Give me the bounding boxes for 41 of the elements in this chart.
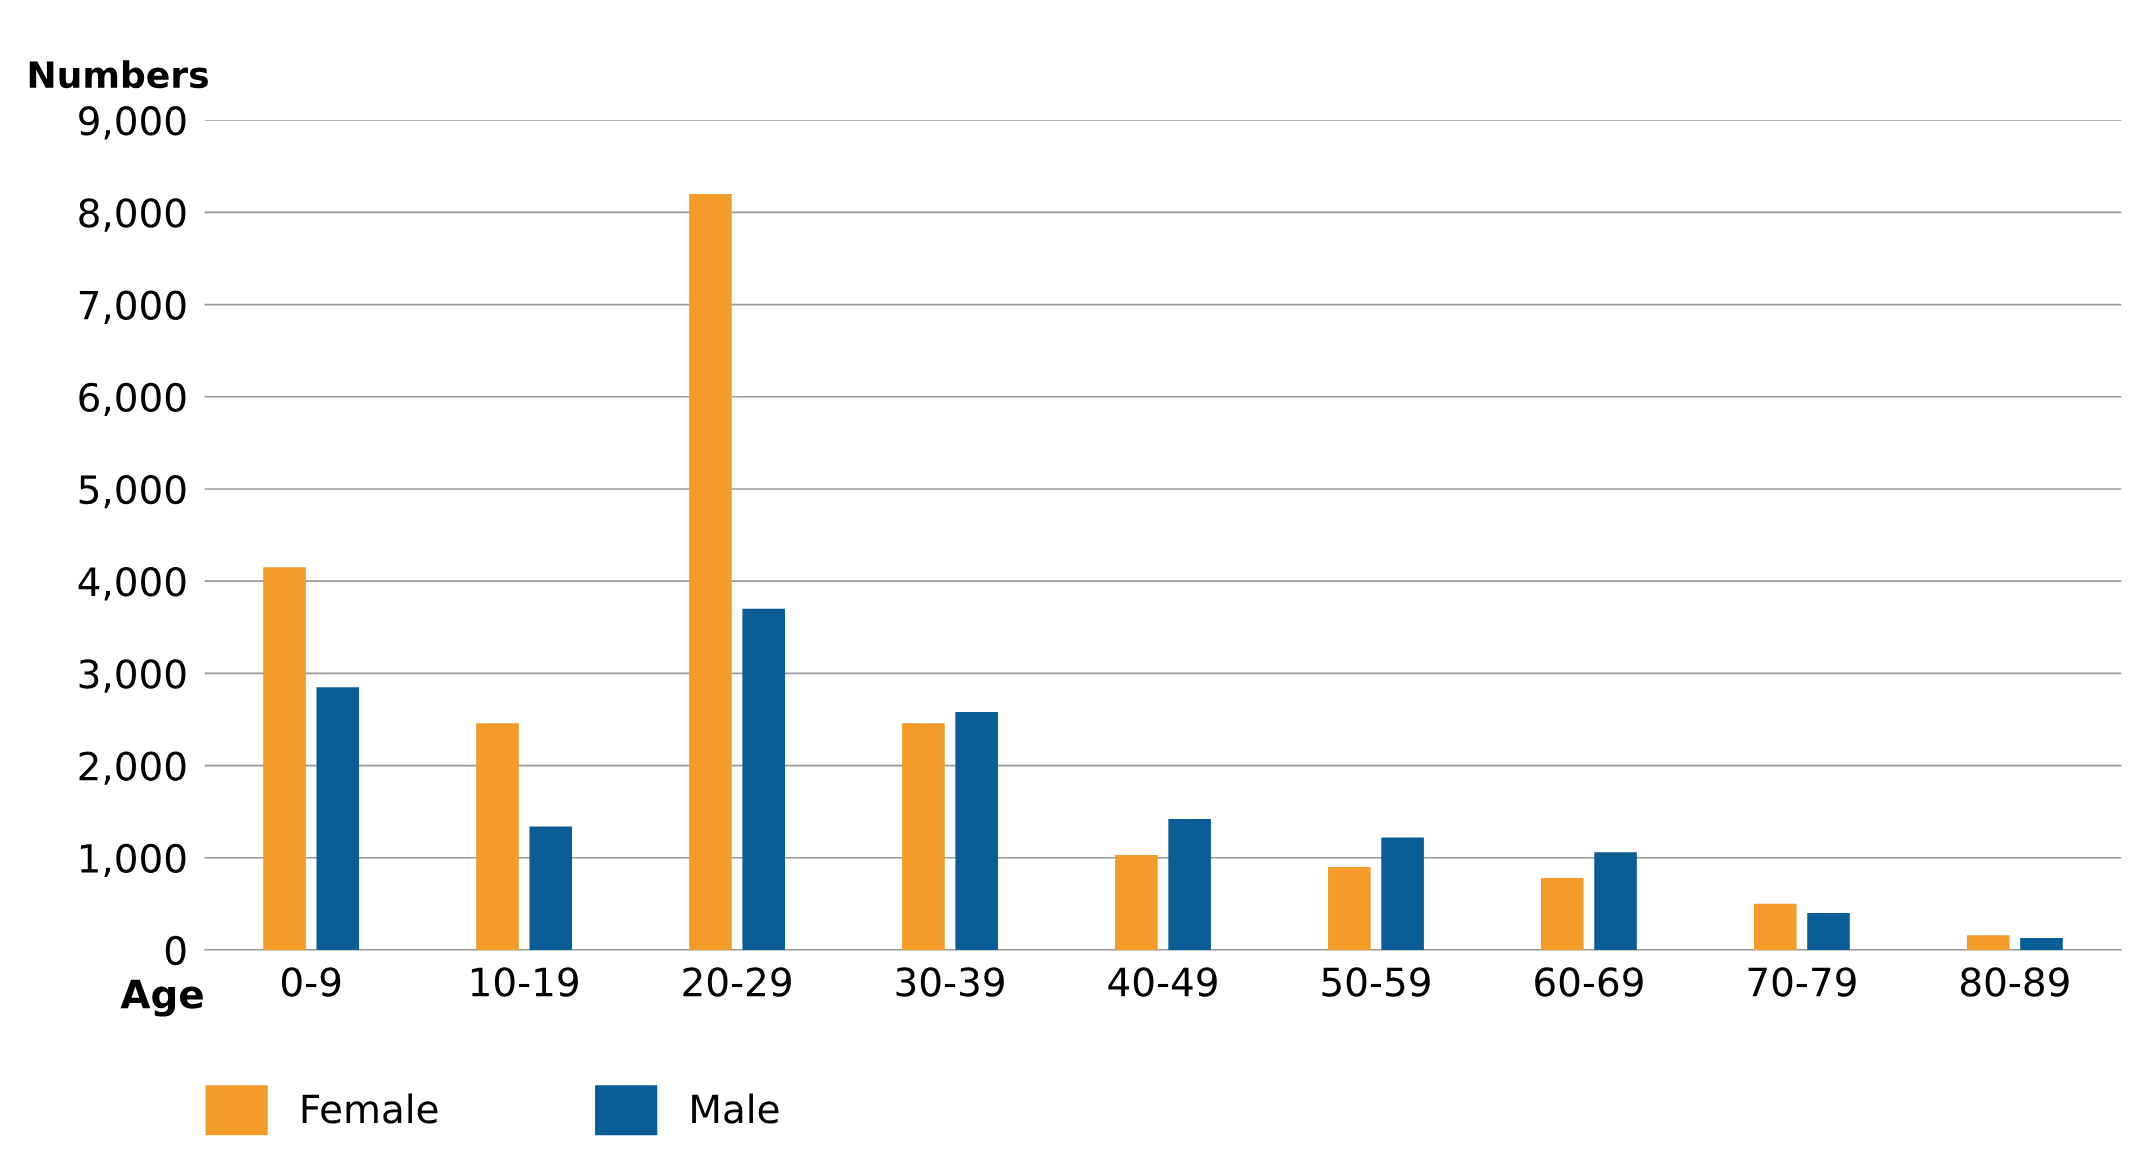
bar xyxy=(316,687,360,950)
y-tick-label: 2,000 xyxy=(79,751,186,785)
legend-label: Male xyxy=(692,1093,779,1124)
bar xyxy=(2020,937,2063,950)
x-tick-label: 50-59 xyxy=(1322,967,1430,997)
x-axis-title: Age xyxy=(120,979,203,1017)
bar xyxy=(955,712,998,950)
bar xyxy=(742,608,785,950)
bar xyxy=(1594,852,1637,950)
y-tick-label: 4,000 xyxy=(78,567,186,601)
bar xyxy=(1328,866,1371,950)
bar xyxy=(1807,913,1850,950)
bar xyxy=(1541,878,1584,950)
y-tick-label: 7,000 xyxy=(79,290,186,324)
x-tick-label: 40-49 xyxy=(1108,967,1217,997)
bar xyxy=(1168,819,1211,950)
legend-label: Female xyxy=(302,1093,438,1124)
x-tick-label: 10-19 xyxy=(471,967,578,997)
bar xyxy=(1381,837,1424,950)
y-tick-label: 5,000 xyxy=(79,474,186,509)
y-tick-label: 0 xyxy=(165,935,186,966)
x-tick-label: 20-29 xyxy=(683,967,791,997)
bar xyxy=(689,193,732,950)
x-tick-label: 70-79 xyxy=(1748,967,1856,997)
bar xyxy=(1966,935,2010,950)
x-tick-label: 80-89 xyxy=(1960,967,2069,997)
y-tick-label: 8,000 xyxy=(79,198,186,232)
y-tick-label: 1,000 xyxy=(80,843,186,878)
bar xyxy=(1115,854,1158,950)
bar xyxy=(529,826,573,950)
y-tick-label: 3,000 xyxy=(79,659,186,693)
bar xyxy=(902,723,945,950)
y-tick-label: 6,000 xyxy=(79,382,186,417)
x-tick-label: 60-69 xyxy=(1535,967,1643,997)
bar xyxy=(476,723,519,950)
x-tick-label: 0-9 xyxy=(281,967,341,997)
bar xyxy=(263,567,306,950)
bar xyxy=(1753,903,1797,950)
x-tick-label: 30-39 xyxy=(896,967,1004,997)
y-tick-label: 9,000 xyxy=(79,106,186,140)
y-axis-title: Numbers xyxy=(29,60,208,89)
